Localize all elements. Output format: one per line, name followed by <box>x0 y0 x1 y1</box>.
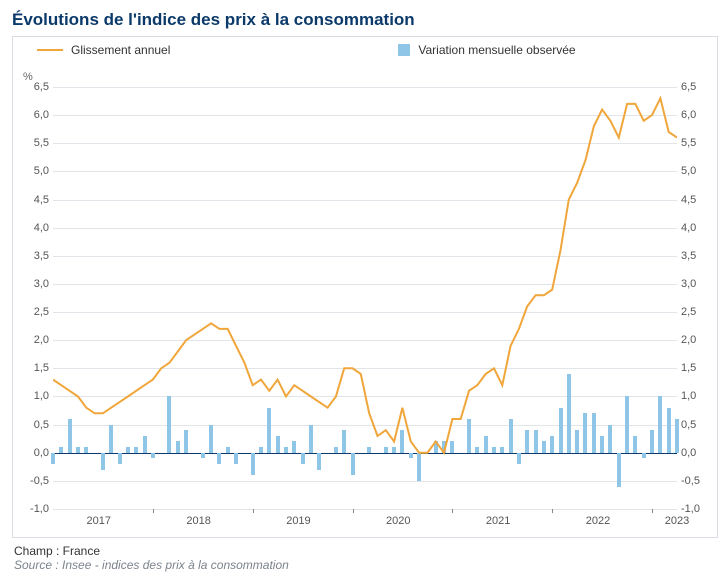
line-series <box>53 98 677 452</box>
x-tick-mark <box>652 509 653 513</box>
x-tick-label: 2020 <box>386 515 410 527</box>
line-layer <box>53 87 677 509</box>
y-tick-left: 0,5 <box>19 419 49 431</box>
x-tick-label: 2019 <box>286 515 310 527</box>
y-tick-right: 6,5 <box>681 81 711 93</box>
y-tick-left: 3,5 <box>19 250 49 262</box>
y-tick-right: 4,5 <box>681 194 711 206</box>
plot-region: -1,0-1,0-0,5-0,50,00,00,50,51,01,01,51,5… <box>53 87 677 509</box>
y-tick-right: -0,5 <box>681 475 711 487</box>
y-tick-left: 2,5 <box>19 306 49 318</box>
source-caption: Source : Insee - indices des prix à la c… <box>14 558 718 572</box>
y-tick-left: 5,5 <box>19 137 49 149</box>
legend-bar-label: Variation mensuelle observée <box>418 43 575 57</box>
y-tick-right: 0,5 <box>681 419 711 431</box>
y-tick-right: 3,5 <box>681 250 711 262</box>
y-tick-left: -1,0 <box>19 503 49 515</box>
y-tick-left: 0,0 <box>19 447 49 459</box>
y-tick-right: 1,0 <box>681 390 711 402</box>
legend-item-bar: Variation mensuelle observée <box>398 43 575 57</box>
x-tick-mark <box>552 509 553 513</box>
x-tick-mark <box>353 509 354 513</box>
legend: Glissement annuel Variation mensuelle ob… <box>37 43 707 57</box>
legend-bar-swatch <box>398 44 410 56</box>
y-tick-right: 4,0 <box>681 222 711 234</box>
x-tick-mark <box>253 509 254 513</box>
y-tick-left: 6,0 <box>19 109 49 121</box>
x-tick-mark <box>153 509 154 513</box>
x-tick-label: 2021 <box>486 515 510 527</box>
x-tick-mark <box>452 509 453 513</box>
y-tick-left: 2,0 <box>19 334 49 346</box>
y-tick-right: 6,0 <box>681 109 711 121</box>
y-tick-left: 6,5 <box>19 81 49 93</box>
y-tick-right: 5,5 <box>681 137 711 149</box>
chart-area: Glissement annuel Variation mensuelle ob… <box>12 36 718 538</box>
y-tick-left: 4,0 <box>19 222 49 234</box>
x-tick-label: 2017 <box>87 515 111 527</box>
x-tick-label: 2023 <box>665 515 689 527</box>
y-tick-right: 0,0 <box>681 447 711 459</box>
legend-line-swatch <box>37 49 63 51</box>
y-tick-right: 2,5 <box>681 306 711 318</box>
y-tick-left: 1,0 <box>19 390 49 402</box>
y-tick-left: 3,0 <box>19 278 49 290</box>
legend-item-line: Glissement annuel <box>37 43 170 57</box>
x-tick-label: 2018 <box>186 515 210 527</box>
y-tick-left: 1,5 <box>19 362 49 374</box>
x-tick-label: 2022 <box>586 515 610 527</box>
y-tick-right: -1,0 <box>681 503 711 515</box>
y-tick-right: 3,0 <box>681 278 711 290</box>
chart-title: Évolutions de l'indice des prix à la con… <box>12 10 718 30</box>
y-tick-left: 4,5 <box>19 194 49 206</box>
y-tick-left: -0,5 <box>19 475 49 487</box>
y-tick-right: 2,0 <box>681 334 711 346</box>
y-tick-right: 5,0 <box>681 165 711 177</box>
field-caption: Champ : France <box>14 544 718 558</box>
legend-line-label: Glissement annuel <box>71 43 170 57</box>
y-tick-right: 1,5 <box>681 362 711 374</box>
y-tick-left: 5,0 <box>19 165 49 177</box>
gridline <box>53 509 677 510</box>
